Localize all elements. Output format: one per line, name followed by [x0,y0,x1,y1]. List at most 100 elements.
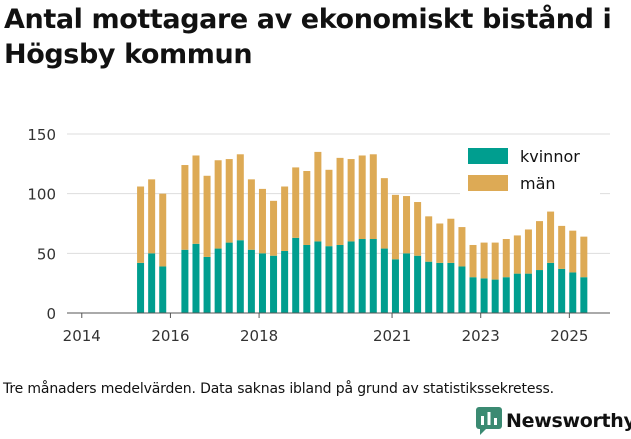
legend-label-kvinnor: kvinnor [520,147,580,166]
y-tick-label: 0 [46,305,56,323]
bar-kvinnor[interactable] [447,262,455,313]
bar-kvinnor[interactable] [336,244,344,313]
bar-man[interactable] [513,235,521,274]
bar-kvinnor[interactable] [214,248,222,313]
bar-man[interactable] [569,230,577,273]
bar-kvinnor[interactable] [148,253,156,313]
bar-man[interactable] [137,186,145,263]
bar-man[interactable] [547,211,555,263]
newsworthy-bars-icon [476,407,502,435]
bar-man[interactable] [281,186,289,251]
bar-man[interactable] [181,165,189,250]
bar-man[interactable] [225,159,233,243]
bar-man[interactable] [369,154,377,240]
bar-man[interactable] [214,160,222,249]
x-axis-ticks: 2014 2016 2018 2021 2023 2025 [63,313,588,345]
bar-man[interactable] [447,218,455,263]
y-axis-ticks: 0 50 100 150 [27,126,56,323]
bar-kvinnor[interactable] [480,278,488,313]
bar-kvinnor[interactable] [181,249,189,313]
bar-kvinnor[interactable] [414,255,422,313]
legend[interactable]: kvinnor män [460,140,600,196]
bar-kvinnor[interactable] [225,242,233,313]
bar-kvinnor[interactable] [270,255,278,313]
chart: 0 50 100 150 2014 2016 2018 2021 2023 2025 kvinn… [27,126,610,345]
x-tick-label: 2018 [240,327,278,345]
bar-kvinnor[interactable] [314,241,322,313]
bar-man[interactable] [192,155,200,244]
legend-label-man: män [520,174,556,193]
bar-kvinnor[interactable] [281,250,289,313]
bar-kvinnor[interactable] [536,270,544,313]
bar-kvinnor[interactable] [236,240,244,313]
bar-kvinnor[interactable] [547,262,555,313]
bar-kvinnor[interactable] [303,244,311,313]
x-tick-label: 2016 [151,327,189,345]
bar-man[interactable] [380,178,388,249]
bar-man[interactable] [270,200,278,256]
bar-man[interactable] [580,236,588,278]
footnote: Tre månaders medelvärden. Data saknas ib… [3,381,554,397]
bar-man[interactable] [536,221,544,271]
bar-man[interactable] [247,179,255,250]
bar-kvinnor[interactable] [358,239,366,313]
bar-man[interactable] [391,194,399,260]
y-tick-label: 50 [37,245,56,263]
x-tick-label: 2023 [462,327,500,345]
bar-kvinnor[interactable] [569,272,577,313]
bar-man[interactable] [258,188,266,254]
chart-title: Antal mottagare av ekonomiskt bistånd i … [4,4,612,70]
bar-kvinnor[interactable] [369,239,377,313]
bar-kvinnor[interactable] [325,246,333,313]
x-tick-label: 2014 [63,327,101,345]
bar-kvinnor[interactable] [347,241,355,313]
bar-kvinnor[interactable] [391,259,399,313]
bar-man[interactable] [414,202,422,256]
bar-man[interactable] [303,170,311,245]
bar-kvinnor[interactable] [258,253,266,313]
bar-man[interactable] [358,155,366,240]
bar-man[interactable] [292,167,300,238]
bar-man[interactable] [336,157,344,245]
bar-man[interactable] [347,159,355,242]
bar-man[interactable] [436,223,444,263]
bar-kvinnor[interactable] [380,248,388,313]
bar-man[interactable] [502,239,510,278]
bar-kvinnor[interactable] [491,279,499,313]
bar-man[interactable] [480,242,488,279]
bars [137,151,588,313]
bar-man[interactable] [458,227,466,267]
bar-kvinnor[interactable] [458,266,466,313]
bar-kvinnor[interactable] [192,243,200,313]
bar-kvinnor[interactable] [436,262,444,313]
bar-man[interactable] [558,225,566,269]
bar-kvinnor[interactable] [524,273,532,313]
bar-man[interactable] [491,242,499,280]
bar-man[interactable] [524,229,532,274]
bar-kvinnor[interactable] [403,253,411,313]
bar-kvinnor[interactable] [425,261,433,313]
bar-man[interactable] [325,169,333,247]
bar-man[interactable] [159,193,167,267]
bar-kvinnor[interactable] [502,277,510,313]
bar-kvinnor[interactable] [159,266,167,313]
bar-kvinnor[interactable] [580,277,588,313]
legend-swatch-kvinnor [468,148,508,164]
bar-kvinnor[interactable] [513,273,521,313]
bar-kvinnor[interactable] [247,249,255,313]
bar-kvinnor[interactable] [469,277,477,313]
newsworthy-logo[interactable]: Newsworthy [476,405,631,437]
bar-man[interactable] [469,244,477,278]
bar-man[interactable] [203,175,211,257]
bar-man[interactable] [425,216,433,262]
bar-man[interactable] [314,151,322,242]
bar-man[interactable] [148,179,156,254]
legend-swatch-man [468,175,508,191]
y-tick-label: 100 [27,186,56,204]
bar-kvinnor[interactable] [137,262,145,313]
bar-man[interactable] [236,154,244,241]
bar-kvinnor[interactable] [558,268,566,313]
bar-kvinnor[interactable] [292,237,300,313]
bar-man[interactable] [403,196,411,254]
bar-kvinnor[interactable] [203,256,211,313]
